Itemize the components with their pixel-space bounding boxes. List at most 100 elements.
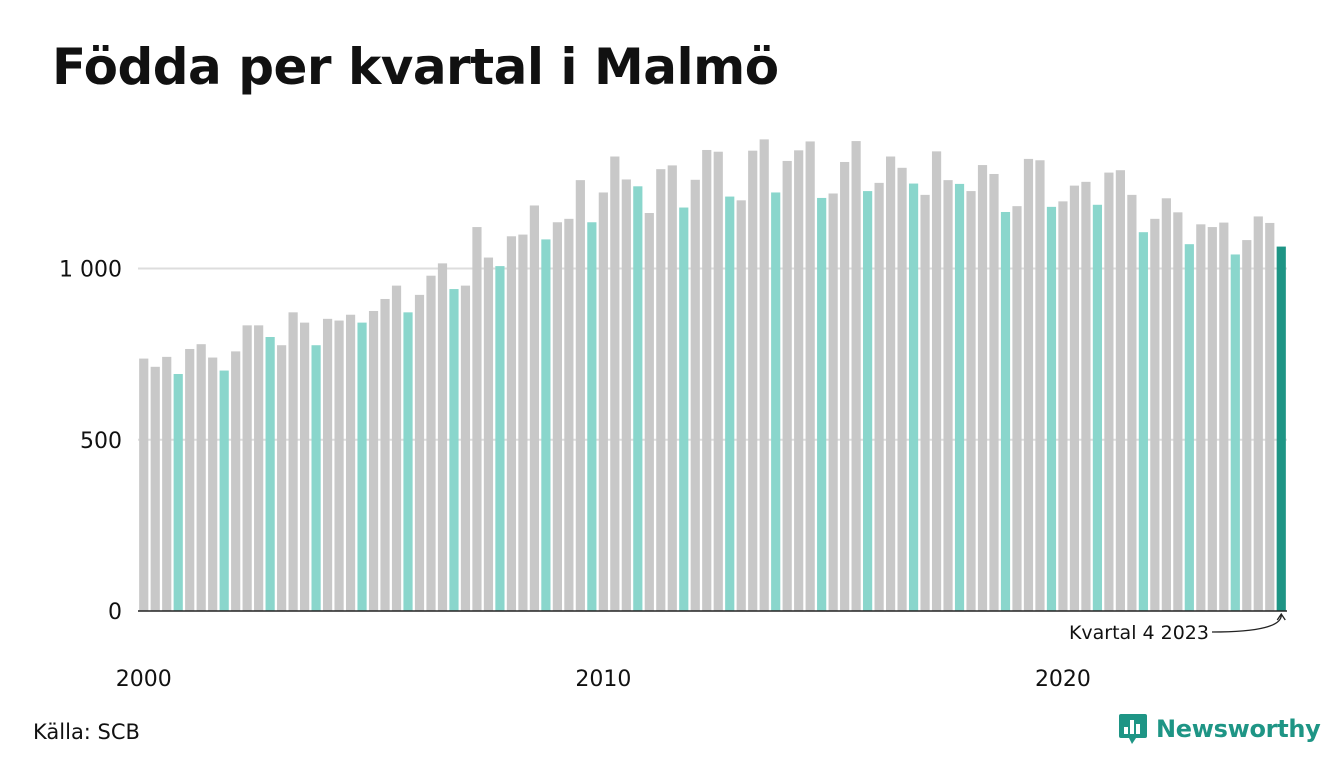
bar xyxy=(621,179,631,611)
bar xyxy=(219,370,229,611)
bar xyxy=(771,192,781,611)
bar xyxy=(1184,244,1194,611)
bar xyxy=(1115,170,1125,611)
bar xyxy=(518,234,528,611)
bar xyxy=(437,263,448,611)
bar xyxy=(931,151,942,612)
bar xyxy=(1069,185,1080,612)
bar xyxy=(288,312,298,611)
bar xyxy=(644,213,654,611)
bar xyxy=(495,266,505,611)
bar xyxy=(851,141,861,611)
bar xyxy=(794,150,804,611)
y-tick-label: 0 xyxy=(108,600,122,625)
bar xyxy=(1127,194,1137,612)
bar xyxy=(702,149,712,612)
bar xyxy=(1104,172,1114,611)
bar xyxy=(380,298,390,611)
bar xyxy=(1046,206,1057,611)
bar xyxy=(897,167,907,612)
bar xyxy=(150,366,160,611)
x-tick-label: 2010 xyxy=(575,667,631,692)
bar xyxy=(667,165,677,611)
bar xyxy=(840,161,850,612)
bar xyxy=(139,358,149,611)
bar xyxy=(529,205,539,612)
bar xyxy=(1242,240,1252,611)
bar xyxy=(633,186,643,612)
bar xyxy=(541,239,551,611)
bar xyxy=(322,318,333,611)
bar xyxy=(817,197,827,611)
bar xyxy=(1219,222,1229,611)
bar xyxy=(564,218,574,611)
x-tick-label: 2000 xyxy=(116,667,172,692)
bar xyxy=(242,325,252,611)
bar xyxy=(690,179,700,612)
x-tick-label: 2020 xyxy=(1035,667,1091,692)
bar xyxy=(1150,218,1160,611)
bar xyxy=(345,314,356,611)
bar xyxy=(863,191,873,611)
annotation: Kvartal 4 2023 xyxy=(1069,612,1286,644)
gridlines xyxy=(138,267,1287,441)
bar xyxy=(265,337,275,611)
bar xyxy=(1173,212,1183,611)
bar xyxy=(954,183,965,611)
y-axis: 0 500 1 000 xyxy=(59,258,122,626)
bar xyxy=(231,351,241,611)
bar xyxy=(920,194,930,612)
bar xyxy=(977,165,988,611)
bar xyxy=(725,196,735,611)
chart-area: 0 500 1 000 2000 2010 2020 Kvartal 4 2023 xyxy=(59,139,1287,692)
bar xyxy=(1253,216,1263,611)
bar xyxy=(1081,181,1091,611)
bar xyxy=(426,275,436,611)
brand: Newsworthy xyxy=(1118,712,1321,746)
bar xyxy=(874,182,884,611)
bar xyxy=(610,156,620,611)
bar xyxy=(943,180,953,611)
bar xyxy=(208,357,218,611)
bar xyxy=(506,236,517,612)
bar xyxy=(1265,222,1275,611)
bar xyxy=(162,356,172,611)
bar xyxy=(391,285,402,612)
bar xyxy=(587,222,597,611)
bar xyxy=(403,312,413,611)
bar xyxy=(748,150,758,611)
bar xyxy=(1058,201,1068,611)
bar xyxy=(1012,206,1022,611)
bar xyxy=(460,285,471,612)
y-tick-label: 1 000 xyxy=(59,258,122,283)
bar xyxy=(368,310,379,611)
bar xyxy=(472,227,482,611)
chart-title: Födda per kvartal i Malmö xyxy=(52,38,779,96)
bar xyxy=(656,169,666,612)
bar xyxy=(1092,204,1103,612)
bar xyxy=(1230,254,1240,611)
bar xyxy=(552,222,562,611)
bar xyxy=(196,344,206,611)
bar xyxy=(185,348,195,611)
bar xyxy=(449,289,459,611)
bar xyxy=(311,345,321,611)
bar xyxy=(736,200,746,611)
bar xyxy=(334,320,344,611)
bar xyxy=(805,141,815,611)
y-tick-label: 500 xyxy=(80,429,122,454)
bar xyxy=(908,183,919,611)
bar xyxy=(886,156,896,611)
bar xyxy=(759,139,769,611)
bar xyxy=(966,191,976,611)
bar xyxy=(483,257,494,611)
bar xyxy=(1161,198,1171,612)
bar xyxy=(277,345,287,611)
bar xyxy=(1023,158,1034,611)
bar xyxy=(598,192,608,611)
annotation-arrow xyxy=(1211,612,1286,633)
bar xyxy=(713,151,723,611)
bar xyxy=(679,207,689,611)
bar xyxy=(173,373,183,611)
bar xyxy=(1138,232,1148,611)
